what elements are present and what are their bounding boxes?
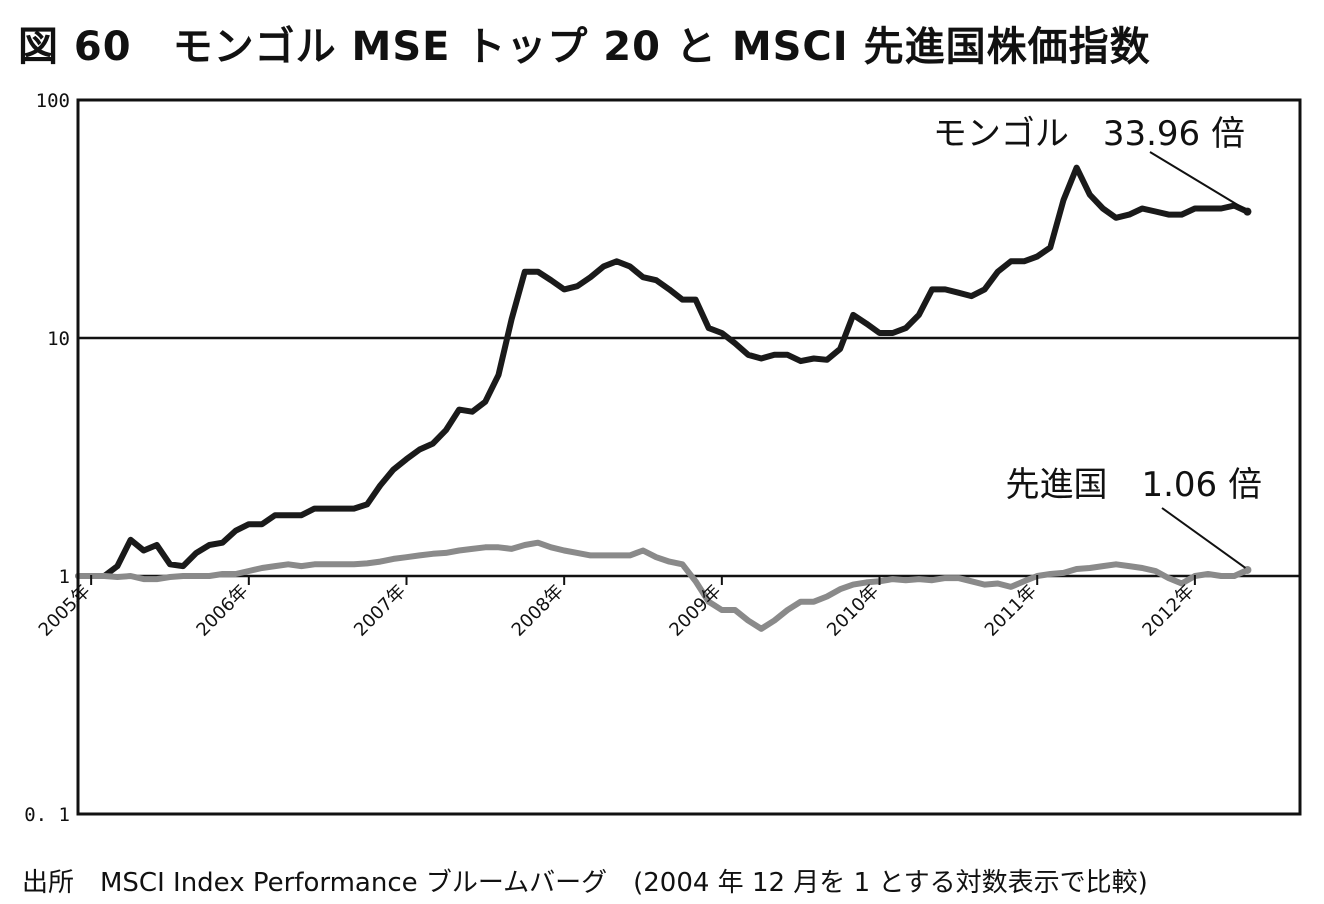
y-axis-ticks: 100 10 1 0. 1	[24, 90, 70, 826]
annotation-label-0: モンゴル 33.96 倍	[933, 114, 1245, 154]
series-lines	[75, 164, 1252, 632]
x-axis-ticks: 2005年 2006年 2007年 2008年 2009年 2010年 2011年 2012年	[35, 575, 1198, 641]
series-line-0	[75, 164, 1251, 579]
x-tick-label: 2012年	[1138, 581, 1198, 641]
plot-frame	[76, 98, 1302, 816]
series-line-1	[75, 539, 1251, 632]
annotation-leader-0	[1149, 151, 1246, 211]
y-tick-label: 10	[47, 328, 70, 350]
source-note: 出所 MSCI Index Performance ブルームバーグ (2004 …	[22, 868, 1148, 898]
x-tick-label: 2009年	[665, 581, 725, 641]
annotation-leader-1	[1161, 507, 1247, 569]
gridlines	[78, 336, 1300, 578]
y-tick-label: 1	[59, 566, 70, 588]
chart-title: 図 60 モンゴル MSE トップ 20 と MSCI 先進国株価指数	[18, 24, 1151, 70]
x-tick-label: 2006年	[192, 581, 252, 641]
y-tick-label: 0. 1	[24, 804, 70, 826]
x-tick-label: 2010年	[823, 581, 883, 641]
x-tick-label: 2008年	[508, 581, 568, 641]
annotation-label-1: 先進国 1.06 倍	[1005, 465, 1262, 505]
y-tick-label: 100	[36, 90, 70, 112]
x-tick-label: 2005年	[35, 581, 95, 641]
x-tick-label: 2007年	[350, 581, 410, 641]
